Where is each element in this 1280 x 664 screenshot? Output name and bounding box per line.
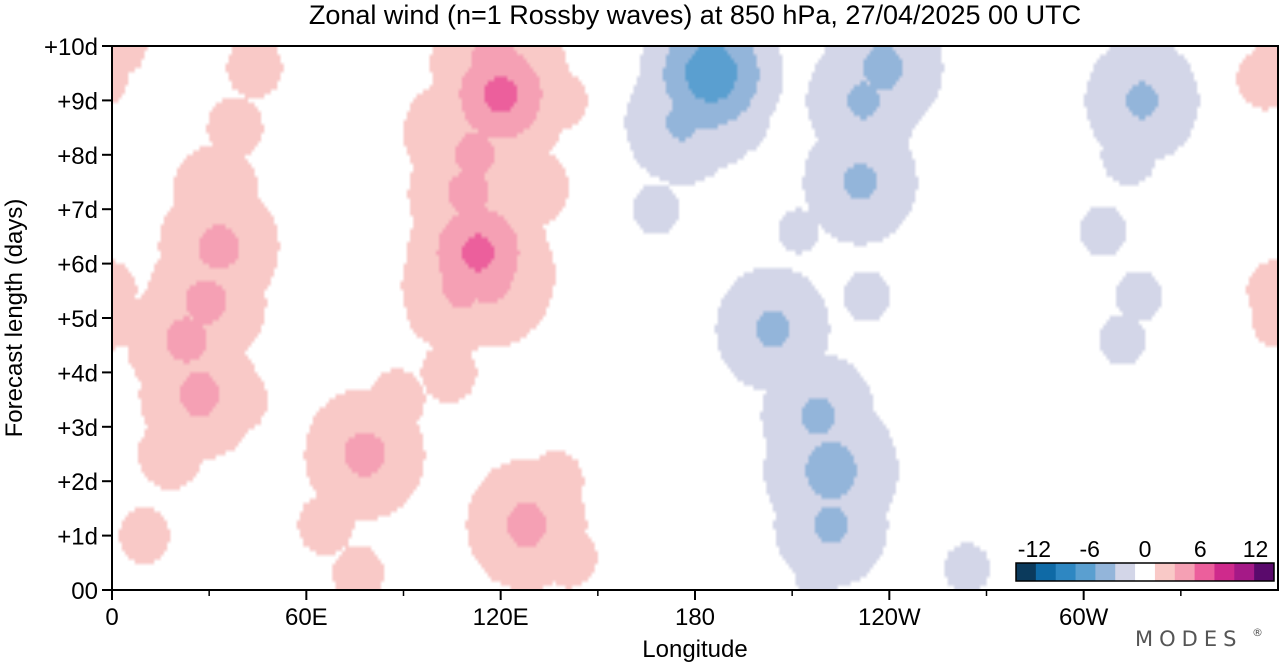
colorbar-frame	[1015, 562, 1275, 582]
plot-area	[111, 45, 1279, 591]
modes-brand: MODES	[1135, 627, 1242, 651]
y-axis: 00 +1d +2d +3d +4d +5d +6d +7d +8d +9d +10d	[44, 34, 112, 605]
colorbar-swatch	[1214, 563, 1235, 581]
colorbar-label: -12	[1018, 536, 1051, 562]
colorbar: -12 -6 0 6 12	[1014, 533, 1276, 583]
colorbar-swatch	[1234, 563, 1255, 581]
y-axis-label: Forecast length (days)	[1, 199, 28, 438]
y-tick-label: +1d	[57, 524, 98, 551]
colorbar-swatch	[1254, 563, 1275, 581]
x-axis-label: Longitude	[642, 636, 747, 663]
y-tick-label: +5d	[57, 306, 98, 333]
x-tick-label: 60W	[1059, 604, 1109, 631]
x-tick-label: 120W	[858, 604, 921, 631]
y-tick-label: 00	[71, 578, 98, 605]
colorbar-label: -6	[1079, 536, 1099, 562]
y-tick-label: +9d	[57, 88, 98, 115]
y-tick-label: +7d	[57, 197, 98, 224]
modes-brand-mark: ®	[1252, 626, 1263, 639]
x-axis: 0 60E 120E 180 120W 60W	[105, 590, 1182, 631]
chart-title: Zonal wind (n=1 Rossby waves) at 850 hPa…	[309, 0, 1081, 30]
colorbar-swatch	[1055, 563, 1077, 581]
y-tick-label: +8d	[57, 143, 98, 170]
colorbar-swatch	[1016, 563, 1037, 581]
x-tick-label: 0	[105, 604, 118, 631]
x-tick-label: 120E	[473, 604, 529, 631]
y-tick-label: +4d	[57, 360, 98, 387]
colorbar-swatch	[1135, 563, 1156, 581]
colorbar-swatch	[1035, 563, 1057, 581]
colorbar-swatch	[1095, 563, 1116, 581]
colorbar-swatch	[1115, 563, 1136, 581]
x-tick-label: 180	[675, 604, 715, 631]
x-tick-label: 60E	[285, 604, 328, 631]
y-tick-label: +10d	[44, 34, 98, 61]
colorbar-swatch	[1194, 563, 1215, 581]
colorbar-swatch	[1174, 563, 1196, 581]
y-tick-label: +3d	[57, 415, 98, 442]
y-tick-label: +2d	[57, 469, 98, 496]
colorbar-swatch	[1075, 563, 1096, 581]
colorbar-label: 12	[1243, 536, 1269, 562]
y-tick-label: +6d	[57, 252, 98, 279]
colorbar-swatch	[1154, 563, 1176, 581]
wind-anomaly-field	[112, 46, 1278, 590]
colorbar-label: 6	[1194, 536, 1207, 562]
colorbar-label: 0	[1139, 536, 1152, 562]
